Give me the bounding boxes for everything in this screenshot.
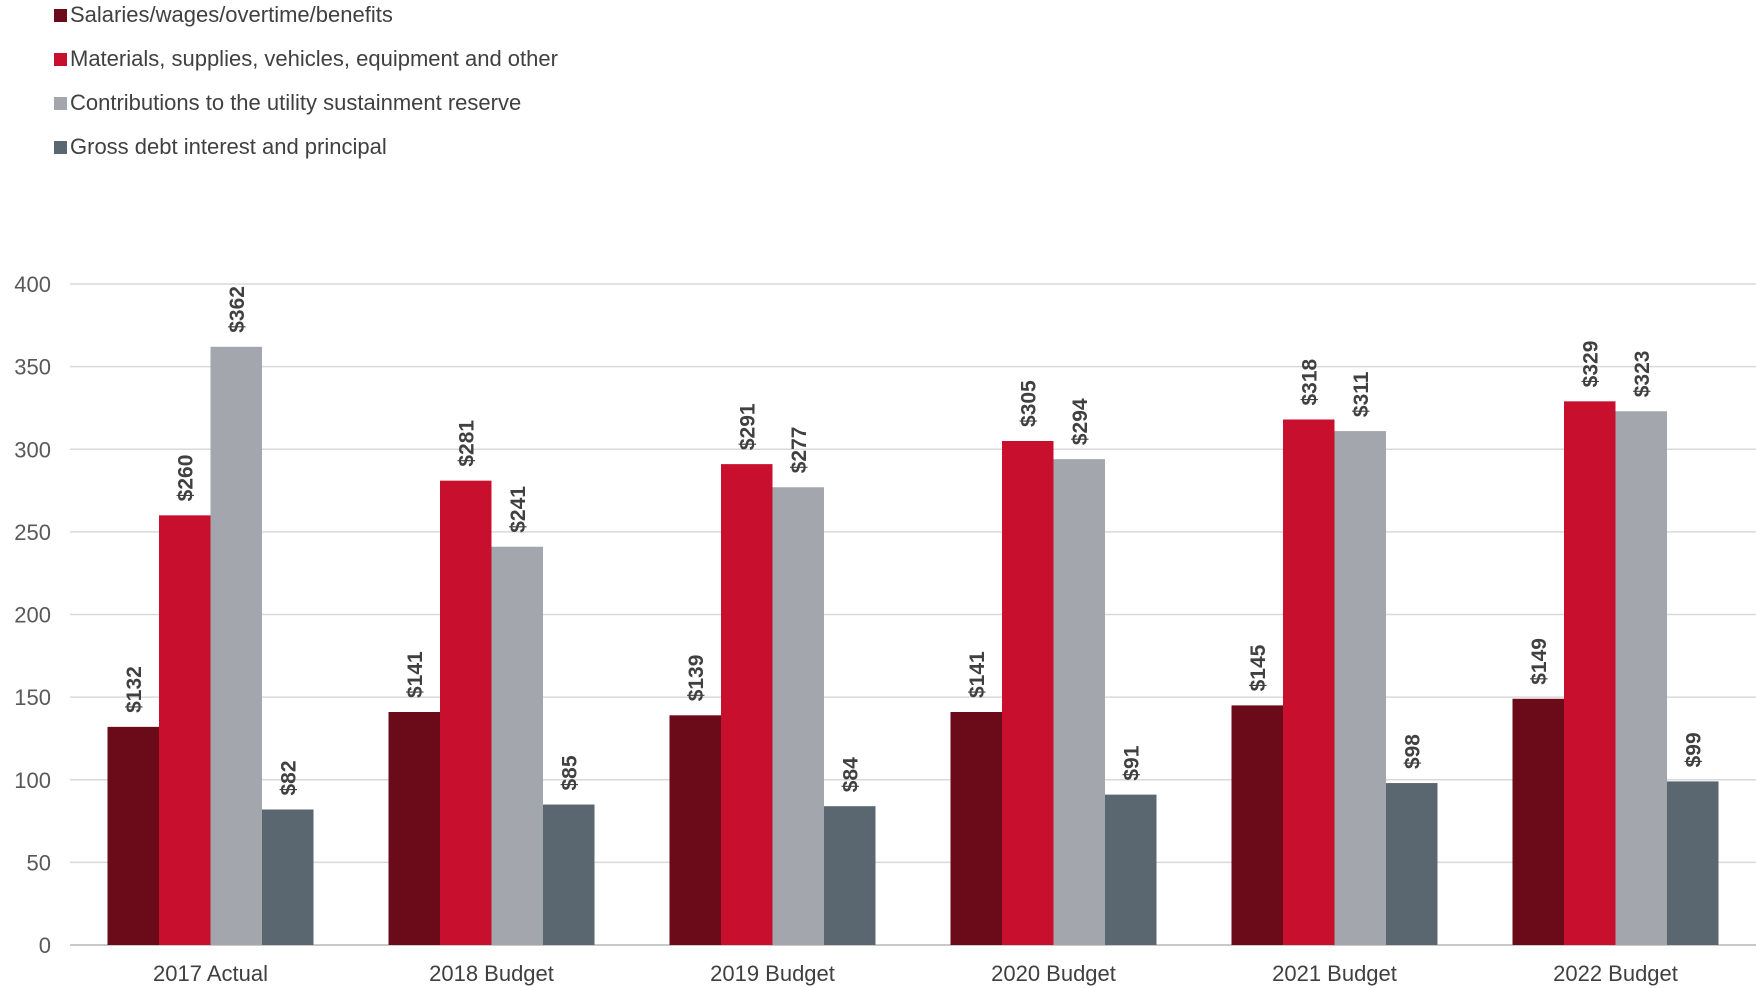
data-label: $260 (175, 455, 198, 502)
bar (1667, 781, 1719, 945)
bars (107, 346, 1719, 945)
legend-label-salaries: Salaries/wages/overtime/benefits (70, 2, 393, 27)
data-label: $305 (1018, 380, 1041, 427)
gridlines (70, 283, 1756, 946)
bar (1105, 794, 1157, 945)
data-label: $98 (1402, 734, 1425, 769)
bar (721, 464, 773, 945)
legend-label-materials: Materials, supplies, vehicles, equipment… (70, 46, 558, 71)
bar (491, 546, 543, 945)
y-tick-label: 100 (14, 768, 51, 793)
data-label: $277 (788, 427, 811, 474)
data-label: $91 (1121, 745, 1144, 780)
bar (950, 711, 1002, 945)
data-label: $145 (1247, 644, 1270, 691)
y-tick-label: 150 (14, 685, 51, 710)
legend-item-reserve: Contributions to the utility sustainment… (54, 89, 521, 117)
y-tick-label: 50 (27, 850, 51, 875)
bar (1386, 783, 1438, 945)
y-tick-label: 0 (39, 933, 51, 958)
data-label: $82 (278, 760, 301, 795)
bar (159, 515, 211, 945)
legend-label-reserve: Contributions to the utility sustainment… (70, 90, 522, 115)
y-tick-label: 200 (14, 603, 51, 628)
bar (1002, 440, 1054, 945)
y-tick-label: 400 (14, 272, 51, 297)
data-label: $311 (1350, 371, 1373, 417)
data-label: $99 (1683, 732, 1706, 767)
bar (1231, 705, 1283, 945)
bar (772, 487, 824, 945)
legend-item-debt: Gross debt interest and principal (54, 133, 387, 161)
legend-swatch-salaries (54, 8, 67, 22)
data-label: $294 (1069, 398, 1092, 445)
x-category-label: 2022 Budget (1553, 961, 1678, 986)
legend-swatch-debt (54, 140, 67, 154)
bar (543, 804, 595, 945)
data-label: $323 (1631, 351, 1654, 398)
bar (262, 809, 314, 945)
bar (107, 726, 159, 945)
legend-label-debt: Gross debt interest and principal (70, 134, 387, 159)
data-label: $132 (123, 666, 146, 713)
data-label: $362 (226, 286, 249, 333)
data-label: $85 (559, 755, 582, 790)
bar (824, 806, 876, 945)
data-label: $329 (1580, 341, 1603, 388)
data-label: $241 (507, 486, 530, 533)
x-category-label: 2020 Budget (991, 961, 1116, 986)
y-tick-label: 250 (14, 520, 51, 545)
bar (1512, 698, 1564, 945)
legend-swatch-reserve (54, 96, 67, 110)
data-label: $318 (1299, 358, 1322, 405)
data-label: $291 (737, 403, 760, 450)
x-category-label: 2017 Actual (153, 961, 268, 986)
x-category-label: 2021 Budget (1272, 961, 1397, 986)
bar (1053, 459, 1105, 945)
data-label: $139 (685, 655, 708, 702)
bar (210, 346, 262, 945)
legend-item-materials: Materials, supplies, vehicles, equipment… (54, 45, 558, 73)
data-label: $149 (1528, 638, 1551, 685)
bar (669, 715, 721, 945)
x-category-label: 2018 Budget (429, 961, 554, 986)
bar (1564, 401, 1616, 945)
bar (1334, 431, 1386, 945)
data-label: $281 (456, 420, 479, 467)
legend-item-salaries: Salaries/wages/overtime/benefits (54, 1, 393, 29)
bar (440, 480, 492, 945)
bar (1615, 411, 1667, 945)
x-category-label: 2019 Budget (710, 961, 835, 986)
data-label: $141 (404, 651, 427, 698)
data-label: $141 (966, 651, 989, 698)
data-label: $84 (840, 757, 863, 792)
axes: 0 50 100 150 200 250 300 350 400 2017 Actual 2018 … (14, 272, 1678, 986)
data-labels: $132 $260 $362 $82 $141 $281 $241 $85 $139 $291 $2… (123, 286, 1706, 795)
legend-swatch-materials (54, 52, 67, 66)
bar (388, 711, 440, 945)
bar (1283, 419, 1335, 945)
y-tick-label: 350 (14, 355, 51, 380)
y-tick-label: 300 (14, 437, 51, 462)
